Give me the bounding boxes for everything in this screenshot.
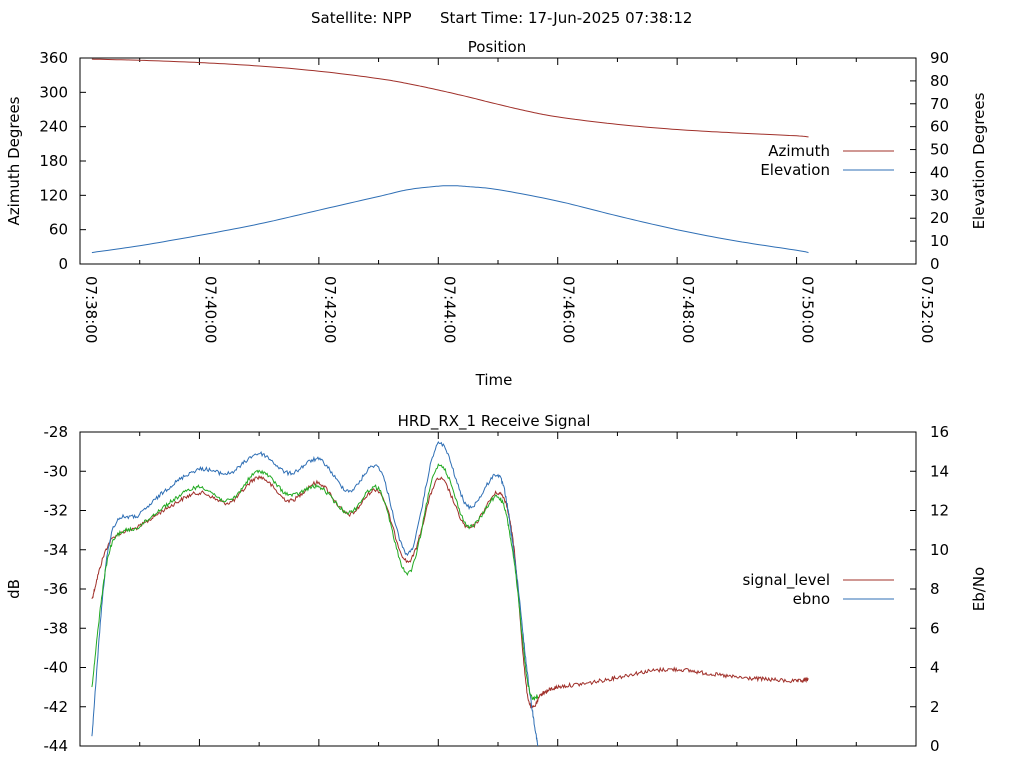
y-tick-label: 120	[39, 186, 68, 204]
x-tick-label: 07:52:00	[918, 276, 936, 343]
Elevation-line	[91, 185, 809, 254]
y-tick-label: -42	[44, 698, 69, 716]
y-tick-label: -34	[44, 541, 69, 559]
y2-tick-label: 50	[930, 141, 949, 159]
time-axis-label: Time	[475, 371, 513, 389]
y-tick-label: 240	[39, 118, 68, 136]
receive-signal-plot: HRD_RX_1 Receive Signal dB Eb/No -44 -42 -…	[5, 412, 988, 755]
azimuth-axis-label: Azimuth Degrees	[5, 96, 23, 225]
position-plot: Position Azimuth Degrees Elevation Degre…	[5, 38, 988, 389]
elevation-axis-label: Elevation Degrees	[970, 92, 988, 229]
legend-label: signal_level	[742, 571, 830, 590]
y2-tick-label: 2	[930, 698, 940, 716]
y2-tick-label: 4	[930, 659, 940, 677]
position-title: Position	[468, 38, 526, 56]
x-tick-label: 07:42:00	[321, 276, 339, 343]
x-tick-label: 07:50:00	[799, 276, 817, 343]
y-tick-label: 60	[49, 221, 68, 239]
y-tick-label: 0	[58, 255, 68, 273]
y2-tick-label: 0	[930, 255, 940, 273]
start-time-label: Start Time: 17-Jun-2025 07:38:12	[440, 9, 692, 27]
legend-label: Azimuth	[768, 142, 830, 160]
y2-tick-label: 12	[930, 502, 949, 520]
x-tick-label: 07:44:00	[440, 276, 458, 343]
y-tick-label: 360	[39, 49, 68, 67]
y-tick-label: -40	[44, 659, 69, 677]
y2-tick-label: 80	[930, 72, 949, 90]
y2-tick-label: 6	[930, 619, 940, 637]
y-tick-label: -28	[44, 423, 69, 441]
legend-label: ebno	[793, 590, 830, 608]
db-axis-label: dB	[5, 579, 23, 599]
x-tick-label: 07:38:00	[82, 276, 100, 343]
y-tick-label: -32	[44, 502, 69, 520]
receive-signal-plot-frame	[79, 431, 917, 747]
signal_level-line	[91, 474, 809, 709]
y2-tick-label: 10	[930, 232, 949, 250]
Azimuth-line	[91, 58, 809, 138]
x-tick-label: 07:48:00	[679, 276, 697, 343]
y2-tick-label: 40	[930, 163, 949, 181]
y-tick-label: -30	[44, 462, 69, 480]
y2-tick-label: 8	[930, 580, 940, 598]
y2-tick-label: 16	[930, 423, 949, 441]
x-tick-label: 07:46:00	[560, 276, 578, 343]
y-tick-label: -36	[44, 580, 69, 598]
y2-tick-label: 90	[930, 49, 949, 67]
y-tick-label: -38	[44, 619, 69, 637]
y2-tick-label: 10	[930, 541, 949, 559]
y2-tick-label: 14	[930, 462, 949, 480]
ebno-axis-label: Eb/No	[970, 567, 988, 611]
receive-signal-title: HRD_RX_1 Receive Signal	[398, 412, 591, 431]
y-tick-label: 300	[39, 83, 68, 101]
x-tick-label: 07:40:00	[201, 276, 219, 343]
y-tick-label: 180	[39, 152, 68, 170]
y2-tick-label: 30	[930, 186, 949, 204]
legend-label: Elevation	[760, 161, 830, 179]
ebno-line	[91, 441, 539, 747]
y2-tick-label: 60	[930, 118, 949, 136]
satellite-label: Satellite: NPP	[311, 9, 412, 27]
y2-tick-label: 0	[930, 737, 940, 755]
y2-tick-label: 20	[930, 209, 949, 227]
y2-tick-label: 70	[930, 95, 949, 113]
y-tick-label: -44	[44, 737, 69, 755]
series-2-line	[91, 463, 539, 702]
